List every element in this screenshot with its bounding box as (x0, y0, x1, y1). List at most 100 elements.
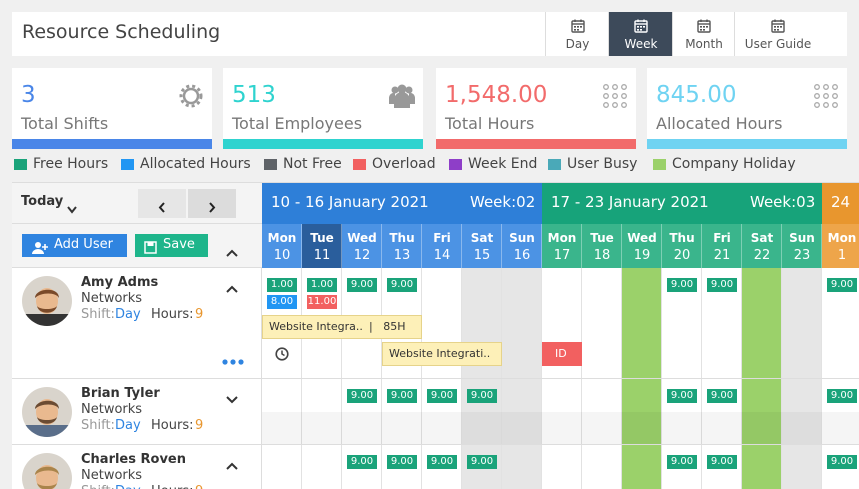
stat-value: 1,548.00 (445, 82, 548, 108)
stat-bar (12, 139, 212, 149)
day-name: Fri (433, 231, 451, 245)
week-number: Week:03 (750, 193, 816, 211)
week-header (262, 183, 542, 224)
day-date: 17 (553, 248, 571, 263)
legend-swatch (14, 159, 27, 170)
day-header (382, 224, 422, 268)
hours-chip: 9.00 (427, 455, 457, 469)
day-name: Thu (669, 231, 695, 245)
hours-chip: 9.00 (467, 455, 497, 469)
day-name: Sat (470, 231, 494, 245)
week-range: 24 (831, 193, 851, 211)
scheduler: Today Add User Save 10 - 16 January 2021 Wee… (12, 182, 859, 489)
hours-chip: 9.00 (827, 389, 857, 403)
day-date: 18 (593, 248, 611, 263)
calendar-icon (570, 18, 586, 34)
day-date: 19 (633, 248, 651, 263)
hours-chip: 9.00 (467, 389, 497, 403)
calendar-icon (696, 18, 712, 34)
stat-value: 513 (232, 82, 276, 108)
hours-chip: 9.00 (667, 389, 697, 403)
today-chevron (67, 199, 77, 214)
shift-label: Shift: (81, 418, 115, 433)
day-header (262, 224, 302, 268)
day-name: Fri (713, 231, 731, 245)
day-header (782, 224, 822, 268)
hours-chip: 9.00 (387, 389, 417, 403)
stat-icon (177, 82, 205, 110)
view-label: Day (565, 37, 590, 51)
day-name: Wed (627, 231, 657, 245)
prev-icon (158, 198, 166, 213)
day-date: 23 (793, 248, 811, 263)
calendar-icon (770, 18, 786, 34)
day-header (742, 224, 782, 268)
view-button[interactable]: Day (545, 12, 608, 56)
day-date: 22 (753, 248, 771, 263)
day-header (302, 224, 342, 268)
user-dept: Networks (81, 402, 143, 417)
hours-chip: 9.00 (827, 278, 857, 292)
hours-chip: 9.00 (827, 455, 857, 469)
day-date: 14 (433, 248, 451, 263)
hours-chip: 1.00 (307, 278, 337, 292)
day-name: Sun (509, 231, 535, 245)
day-date: 21 (713, 248, 731, 263)
week-range: 17 - 23 January 2021 (551, 193, 709, 211)
day-date: 13 (393, 248, 411, 263)
today-dropdown[interactable]: Today (21, 194, 64, 209)
row-separator (12, 378, 859, 379)
row-toggle (226, 455, 238, 470)
hours-chip: 9.00 (387, 278, 417, 292)
collapse-all (226, 242, 238, 257)
shift-value: Day (115, 307, 141, 322)
day-header (662, 224, 702, 268)
add-user-icon (32, 239, 48, 254)
prev-button[interactable] (138, 189, 186, 218)
day-header (582, 224, 622, 268)
next-button[interactable] (188, 189, 236, 218)
next-icon (208, 198, 216, 213)
save-button[interactable]: Save (135, 234, 208, 257)
hours-value: 9 (195, 418, 204, 433)
view-button[interactable]: Week (608, 12, 672, 56)
task-bar[interactable]: Website Integrati.. (382, 342, 502, 366)
hours-chip: 9.00 (347, 278, 377, 292)
shift-value: Day (115, 418, 141, 433)
day-name: Mon (547, 231, 577, 245)
view-label: Month (685, 37, 723, 51)
task-name: Website Integra.. (269, 320, 363, 333)
view-button[interactable]: User Guide (734, 12, 820, 56)
legend-swatch (353, 159, 366, 170)
task-bar[interactable]: Website Integra.. | 85H (262, 315, 422, 339)
hours-chip: 1.00 (267, 278, 297, 292)
day-header (822, 224, 859, 268)
calendar-icon (633, 18, 649, 34)
view-button[interactable]: Month (672, 12, 734, 56)
week-header (822, 183, 859, 224)
stat-label: Total Hours (445, 114, 535, 133)
week-header (542, 183, 822, 224)
add-user-button[interactable]: Add User (22, 234, 127, 257)
stat-label: Total Employees (232, 114, 363, 133)
task-bar[interactable]: ID (542, 342, 582, 366)
stat-card: 1,548.00 Total Hours (436, 68, 636, 149)
legend-label: Week End (468, 156, 538, 172)
user-name: Brian Tyler (81, 386, 160, 401)
day-date: 11 (313, 248, 331, 263)
row-separator (12, 444, 859, 445)
legend-swatch (449, 159, 462, 170)
user-dept: Networks (81, 468, 143, 483)
day-date: 16 (513, 248, 531, 263)
day-header (502, 224, 542, 268)
legend-swatch (548, 159, 561, 170)
legend-label: Free Hours (33, 156, 109, 172)
day-name: Thu (389, 231, 415, 245)
week-number: Week:02 (470, 193, 536, 211)
task-name: ID (555, 347, 567, 360)
hours-chip: 9.00 (707, 278, 737, 292)
shift-label: Shift: (81, 307, 115, 322)
view-label: Week (624, 37, 658, 51)
day-name: Sat (750, 231, 774, 245)
